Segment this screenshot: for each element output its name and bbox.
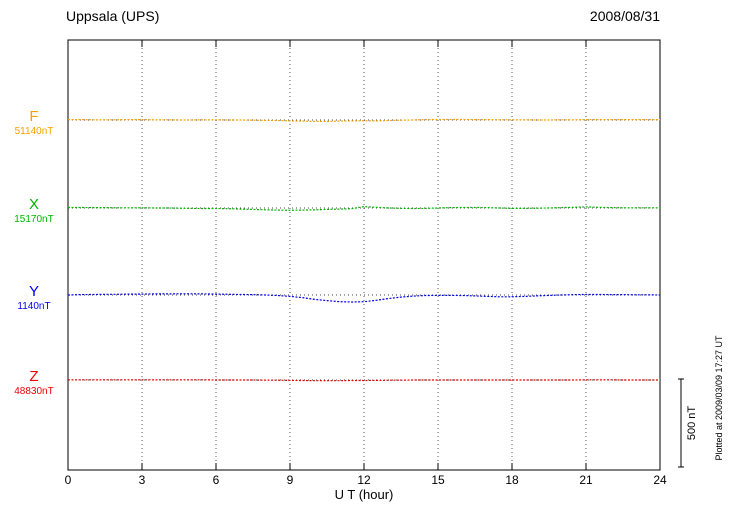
x-tick-label-15: 15 <box>431 473 445 487</box>
scale-bar-label: 500 nT <box>686 405 698 441</box>
component-letter-Y: Y <box>28 283 39 300</box>
x-tick-label-24: 24 <box>653 473 667 487</box>
component-label-X: X 15170nT <box>4 196 64 225</box>
component-letter-X: X <box>28 196 39 213</box>
station-title: Uppsala (UPS) <box>66 8 160 24</box>
x-tick-label-3: 3 <box>138 473 146 487</box>
component-baseline-value-F: 51140nT <box>14 125 54 137</box>
x-axis-title: U T (hour) <box>334 487 394 502</box>
trace-Z <box>68 379 660 382</box>
x-tick-label-0: 0 <box>64 473 72 487</box>
x-tick-label-21: 21 <box>579 473 593 487</box>
date-label: 2008/08/31 <box>589 8 660 24</box>
trace-X <box>68 205 660 211</box>
plotted-at-note: Plotted at 2009/03/09 17:27 UT <box>714 335 724 461</box>
component-letter-F: F <box>29 108 39 125</box>
component-baseline-value-Y: 1140nT <box>17 300 51 312</box>
x-tick-label-12: 12 <box>357 473 371 487</box>
component-label-Z: Z 48830nT <box>4 368 64 397</box>
x-tick-label-18: 18 <box>505 473 519 487</box>
component-label-F: F 51140nT <box>4 108 64 137</box>
trace-F <box>68 118 660 123</box>
component-letter-Z: Z <box>29 368 39 385</box>
x-tick-label-9: 9 <box>286 473 294 487</box>
component-label-Y: Y 1140nT <box>4 283 64 312</box>
x-tick-label-6: 6 <box>212 473 220 487</box>
trace-Y <box>67 293 661 303</box>
component-baseline-value-Z: 48830nT <box>14 385 54 397</box>
component-baseline-value-X: 15170nT <box>14 213 54 225</box>
